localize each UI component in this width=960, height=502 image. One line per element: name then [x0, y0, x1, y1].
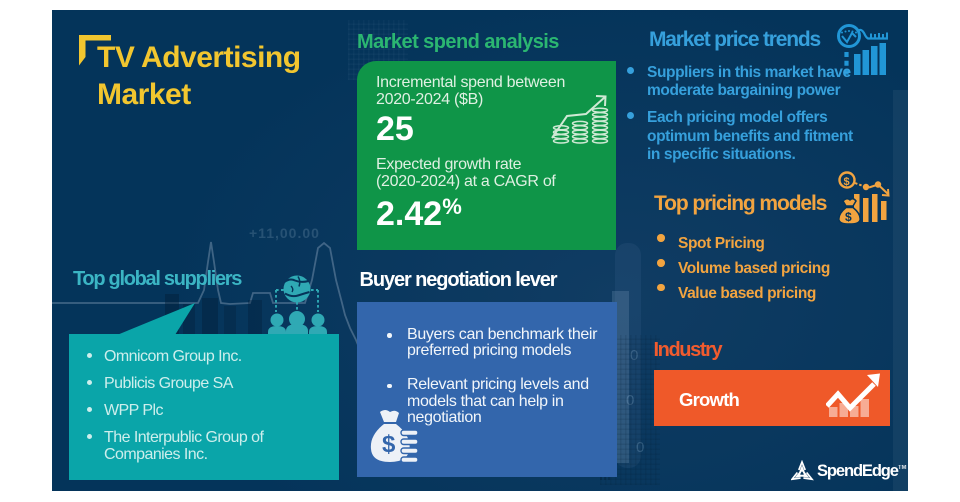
svg-text:+11,00.00: +11,00.00: [249, 225, 320, 241]
svg-text:$: $: [845, 210, 852, 224]
svg-text:$: $: [382, 431, 396, 458]
svg-text:0: 0: [630, 347, 638, 364]
svg-text:0: 0: [636, 439, 644, 456]
svg-text:0: 0: [626, 392, 634, 409]
svg-text:$: $: [844, 176, 850, 188]
